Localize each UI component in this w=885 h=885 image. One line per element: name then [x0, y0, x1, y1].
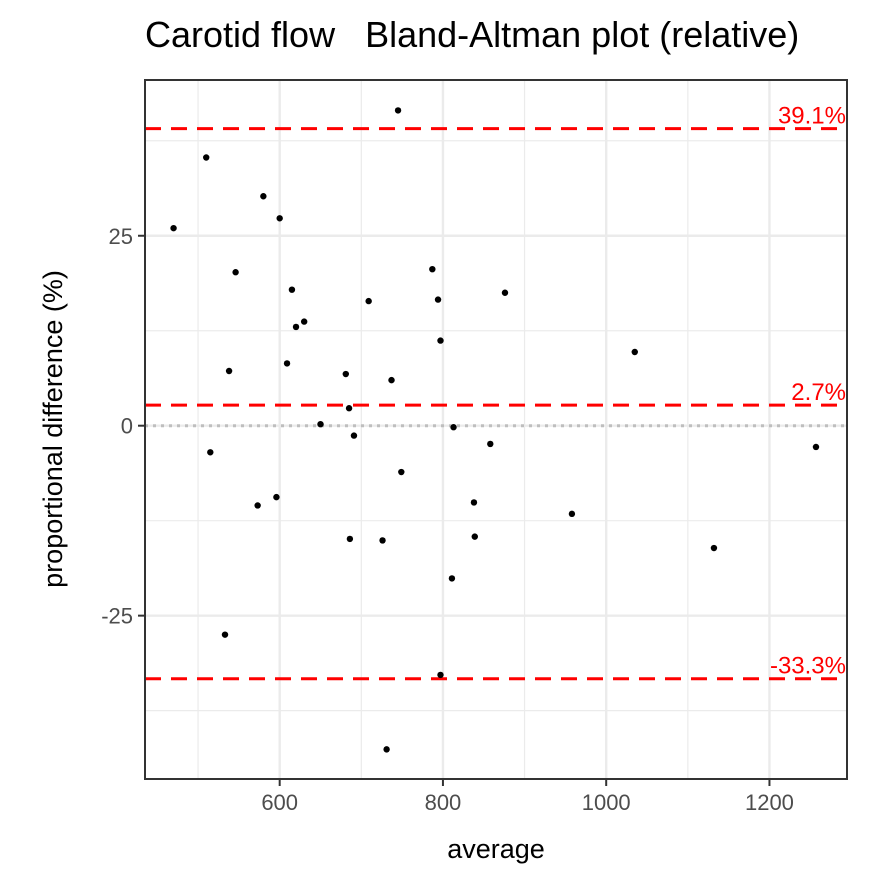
data-point: [203, 154, 210, 161]
y-tick-label: 0: [121, 414, 133, 439]
y-tick-label: 25: [109, 224, 133, 249]
data-point: [288, 286, 296, 293]
data-point: [450, 424, 457, 431]
x-tick-label: 800: [425, 790, 462, 815]
reference-line-label: -33.3%: [770, 653, 846, 680]
data-point: [812, 443, 820, 451]
y-axis-ticks: -25 0 25: [101, 224, 145, 629]
data-point: [471, 533, 478, 540]
data-point: [448, 575, 456, 582]
data-point: [437, 337, 444, 344]
data-point: [398, 468, 405, 476]
data-point: [437, 671, 444, 679]
reference-line-label: 2.7%: [791, 379, 846, 406]
data-point: [276, 215, 283, 222]
data-point: [365, 297, 372, 305]
data-point: [260, 193, 267, 200]
data-point: [379, 537, 386, 544]
reference-line-label: 39.1%: [778, 103, 846, 130]
data-point: [317, 420, 324, 428]
x-axis-ticks: 600 800 1000 1200: [261, 779, 794, 815]
data-point: [300, 318, 308, 325]
major-gridlines: [145, 80, 847, 779]
data-point: [345, 405, 353, 412]
data-point: [429, 265, 436, 273]
y-axis-title: proportional difference (%): [38, 270, 68, 588]
data-point: [434, 296, 442, 303]
data-point: [283, 360, 291, 367]
data-point: [207, 449, 214, 456]
data-point: [170, 224, 177, 232]
data-point: [388, 376, 395, 384]
reference-labels: 39.1% 2.7% -33.3%: [770, 103, 846, 680]
data-point: [221, 631, 229, 638]
data-point: [710, 544, 718, 552]
data-point: [501, 289, 509, 296]
data-point: [568, 510, 576, 518]
data-point: [232, 269, 239, 276]
minor-gridlines: [145, 80, 847, 779]
x-axis-title: average: [447, 834, 545, 864]
data-point: [292, 323, 300, 331]
x-tick-label: 600: [261, 790, 298, 815]
data-point: [273, 493, 280, 501]
data-point: [346, 535, 354, 543]
data-point: [487, 440, 494, 448]
chart-title: Carotid flow Bland-Altman plot (relative…: [145, 14, 799, 55]
data-point: [470, 499, 478, 506]
panel-border: [144, 79, 848, 780]
x-tick-label: 1000: [582, 790, 631, 815]
data-point: [383, 746, 390, 753]
x-tick-label: 1200: [745, 790, 794, 815]
data-point: [254, 502, 261, 509]
data-point: [225, 367, 233, 375]
y-tick-label: -25: [101, 604, 133, 629]
data-point: [631, 348, 638, 356]
reference-lines: [145, 127, 847, 681]
data-points: [170, 107, 820, 753]
data-point: [342, 370, 350, 378]
data-point: [350, 432, 358, 439]
data-point: [394, 107, 402, 114]
